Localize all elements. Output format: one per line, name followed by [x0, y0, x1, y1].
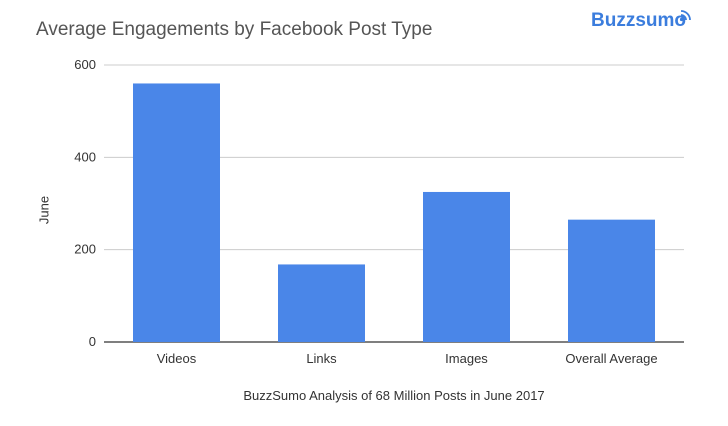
x-axis-label: BuzzSumo Analysis of 68 Million Posts in… [243, 388, 545, 403]
x-tick-label: Images [445, 351, 488, 366]
bar-images [423, 191, 510, 342]
x-tick-label: Videos [157, 351, 197, 366]
bar-overall-average [568, 219, 655, 342]
bar-videos [133, 83, 220, 342]
signal-icon [679, 10, 691, 22]
x-tick-label: Overall Average [565, 351, 657, 366]
brand-logo: Buzzsumo [591, 10, 686, 31]
y-tick-label: 400 [74, 149, 96, 164]
chart-title: Average Engagements by Facebook Post Typ… [36, 19, 433, 40]
y-tick-label: 600 [74, 57, 96, 72]
x-tick-label: Links [306, 351, 337, 366]
bar-links [278, 264, 365, 342]
y-tick-label: 0 [89, 334, 96, 349]
y-tick-label: 200 [74, 242, 96, 257]
